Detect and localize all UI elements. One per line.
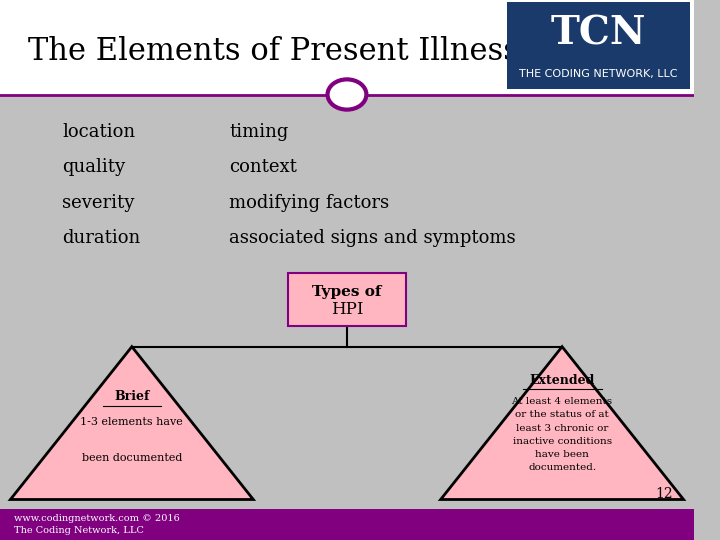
Text: 1-3 elements have

been documented: 1-3 elements have been documented — [81, 417, 183, 463]
Text: duration: duration — [63, 228, 140, 247]
Text: HPI: HPI — [330, 301, 363, 318]
Polygon shape — [10, 347, 253, 500]
Text: At least 4 elements
or the status of at
least 3 chronic or
inactive conditions
h: At least 4 elements or the status of at … — [511, 397, 613, 472]
Text: Extended: Extended — [529, 374, 595, 387]
Text: TCN: TCN — [551, 14, 647, 52]
FancyBboxPatch shape — [507, 2, 690, 89]
Text: THE CODING NETWORK, LLC: THE CODING NETWORK, LLC — [519, 69, 678, 79]
Text: Types of: Types of — [312, 285, 382, 299]
FancyBboxPatch shape — [0, 0, 694, 94]
Text: quality: quality — [63, 158, 125, 177]
Text: 12: 12 — [655, 487, 673, 501]
Text: www.codingnetwork.com © 2016
The Coding Network, LLC: www.codingnetwork.com © 2016 The Coding … — [14, 514, 179, 535]
FancyBboxPatch shape — [288, 273, 406, 326]
Text: severity: severity — [63, 193, 135, 212]
Text: Brief: Brief — [114, 390, 150, 403]
Text: timing: timing — [229, 123, 289, 141]
Text: modifying factors: modifying factors — [229, 193, 389, 212]
Text: associated signs and symptoms: associated signs and symptoms — [229, 228, 516, 247]
FancyBboxPatch shape — [0, 509, 694, 540]
Text: location: location — [63, 123, 135, 141]
Text: The Elements of Present Illness are:: The Elements of Present Illness are: — [28, 36, 590, 67]
Circle shape — [328, 79, 366, 110]
Polygon shape — [441, 347, 683, 500]
Text: context: context — [229, 158, 297, 177]
